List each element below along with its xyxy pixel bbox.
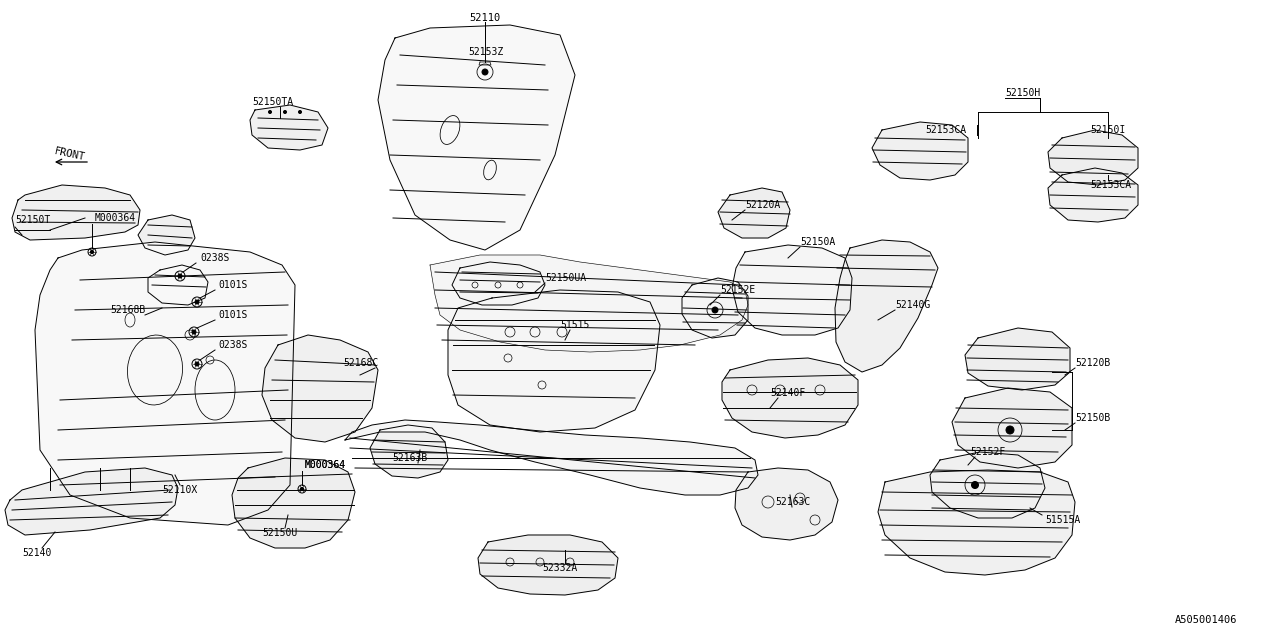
Polygon shape	[682, 278, 748, 338]
Polygon shape	[232, 458, 355, 548]
Circle shape	[298, 111, 302, 113]
Circle shape	[195, 300, 198, 304]
Polygon shape	[878, 470, 1075, 575]
Text: 52152F: 52152F	[970, 447, 1005, 457]
Polygon shape	[718, 188, 790, 238]
Circle shape	[1006, 426, 1014, 434]
Text: 52120B: 52120B	[1075, 358, 1110, 368]
Polygon shape	[346, 420, 758, 495]
Text: 52150T: 52150T	[15, 215, 50, 225]
Text: 52140: 52140	[22, 548, 51, 558]
Text: 52150B: 52150B	[1075, 413, 1110, 423]
Text: 52150A: 52150A	[800, 237, 836, 247]
Circle shape	[178, 274, 182, 278]
Text: 52110X: 52110X	[163, 485, 197, 495]
Text: M000364: M000364	[95, 213, 136, 223]
Polygon shape	[952, 388, 1073, 468]
Polygon shape	[5, 468, 178, 535]
Text: 51515A: 51515A	[1044, 515, 1080, 525]
Polygon shape	[722, 358, 858, 438]
Text: A505001406: A505001406	[1175, 615, 1238, 625]
Polygon shape	[250, 105, 328, 150]
Polygon shape	[262, 335, 378, 442]
Polygon shape	[1048, 168, 1138, 222]
Polygon shape	[735, 468, 838, 540]
Text: 0101S: 0101S	[218, 280, 247, 290]
Text: 52153Z: 52153Z	[468, 47, 503, 57]
Polygon shape	[378, 25, 575, 250]
Circle shape	[91, 250, 93, 253]
Text: 52150H: 52150H	[1005, 88, 1041, 98]
Polygon shape	[477, 535, 618, 595]
Text: 52150U: 52150U	[262, 528, 297, 538]
Text: 0238S: 0238S	[218, 340, 247, 350]
Text: M000364: M000364	[305, 460, 346, 470]
Circle shape	[483, 69, 488, 75]
Polygon shape	[138, 215, 195, 255]
Text: FRONT: FRONT	[52, 146, 86, 162]
Text: 52153CA: 52153CA	[925, 125, 966, 135]
Circle shape	[192, 330, 196, 334]
Text: 52152E: 52152E	[721, 285, 755, 295]
Text: 52150I: 52150I	[1091, 125, 1125, 135]
Text: 52140F: 52140F	[771, 388, 805, 398]
Text: 52153CA: 52153CA	[1091, 180, 1132, 190]
Polygon shape	[430, 255, 748, 352]
Text: 52120A: 52120A	[745, 200, 781, 210]
Text: 52163C: 52163C	[774, 497, 810, 507]
Polygon shape	[931, 452, 1044, 518]
Circle shape	[269, 111, 271, 113]
Text: 51515: 51515	[561, 320, 589, 330]
Polygon shape	[835, 240, 938, 372]
Circle shape	[195, 362, 198, 366]
Circle shape	[301, 488, 303, 491]
Polygon shape	[448, 290, 660, 432]
Text: 52163B: 52163B	[392, 453, 428, 463]
Text: M000364: M000364	[305, 460, 346, 470]
Text: 52332A: 52332A	[541, 563, 577, 573]
Polygon shape	[370, 425, 448, 478]
Circle shape	[972, 481, 978, 488]
Text: 52140G: 52140G	[895, 300, 931, 310]
Circle shape	[283, 111, 287, 113]
Polygon shape	[35, 242, 294, 525]
Polygon shape	[148, 265, 209, 305]
Text: 52150UA: 52150UA	[545, 273, 586, 283]
Polygon shape	[872, 122, 968, 180]
Text: 52168C: 52168C	[343, 358, 379, 368]
Polygon shape	[732, 245, 852, 335]
Text: 0238S: 0238S	[200, 253, 229, 263]
Polygon shape	[12, 185, 140, 240]
Text: 52168B: 52168B	[110, 305, 145, 315]
Polygon shape	[452, 262, 545, 305]
Polygon shape	[1048, 130, 1138, 185]
Polygon shape	[965, 328, 1070, 390]
Circle shape	[712, 307, 718, 313]
Text: 52150TA: 52150TA	[252, 97, 293, 107]
Text: 52110: 52110	[470, 13, 500, 23]
Text: 0101S: 0101S	[218, 310, 247, 320]
